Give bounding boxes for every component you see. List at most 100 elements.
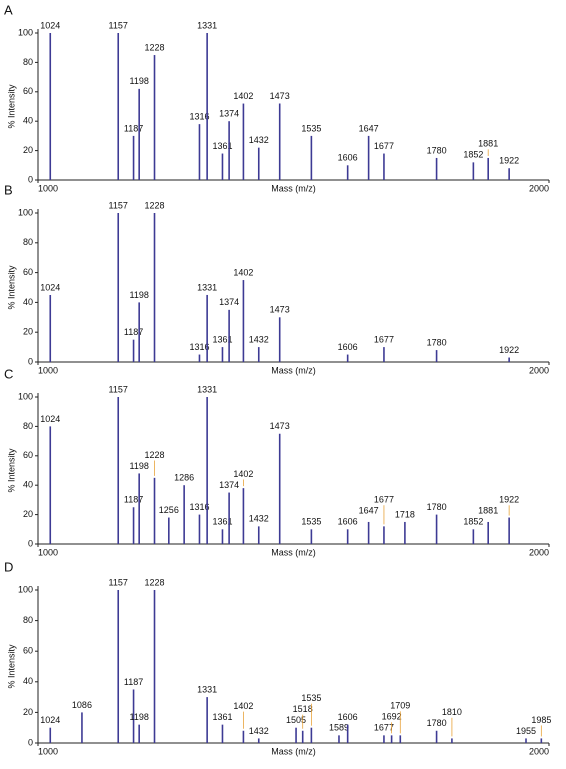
peak-label: 1361 — [212, 334, 232, 344]
peak-label: 1985 — [531, 715, 551, 725]
peak-label: 1677 — [374, 334, 394, 344]
y-tick-label: 80 — [23, 237, 33, 247]
peak-label: 1852 — [463, 517, 483, 527]
y-tick-label: 0 — [28, 737, 33, 747]
y-tick-label: 0 — [28, 538, 33, 548]
peak-label: 1810 — [442, 707, 462, 717]
y-axis-label: % Intensity — [6, 265, 16, 310]
peak-label: 1331 — [197, 20, 217, 30]
panel-letter: B — [4, 182, 13, 197]
peak-label: 1677 — [374, 495, 394, 505]
peak-label: 1157 — [109, 200, 128, 210]
peak-label: 1881 — [478, 139, 498, 149]
peak-label: 1780 — [427, 337, 447, 347]
peak-label: 1518 — [293, 704, 313, 714]
peak-label: 1432 — [249, 726, 269, 736]
peak-label: 1780 — [427, 145, 447, 155]
peak-label: 1187 — [124, 677, 143, 687]
y-tick-label: 40 — [23, 116, 33, 126]
peak-label: 1316 — [189, 502, 209, 512]
y-tick-label: 40 — [23, 297, 33, 307]
peak-label: 1881 — [478, 506, 498, 516]
peak-label: 1606 — [338, 153, 358, 163]
panel-letter: D — [4, 559, 13, 574]
x-axis-label: Mass (m/z) — [271, 746, 316, 756]
peak-label: 1198 — [129, 712, 148, 722]
peak-label: 1402 — [233, 469, 253, 479]
peak-label: 1606 — [338, 342, 358, 352]
peak-label: 1228 — [144, 577, 164, 587]
x-axis-label: Mass (m/z) — [271, 183, 316, 193]
peak-label: 1780 — [427, 718, 447, 728]
peak-label: 1535 — [301, 693, 321, 703]
peak-label: 1331 — [197, 384, 217, 394]
y-axis-label: % Intensity — [6, 84, 16, 129]
panel-letter: C — [4, 366, 13, 381]
y-tick-label: 20 — [23, 509, 33, 519]
peak-label: 1086 — [72, 700, 92, 710]
y-axis-label: % Intensity — [6, 644, 16, 689]
x-tick-label: 2000 — [529, 365, 549, 375]
y-tick-label: 60 — [23, 646, 33, 656]
peak-label: 1361 — [212, 141, 232, 151]
peak-label: 1955 — [516, 726, 536, 736]
x-tick-label: 1000 — [38, 365, 58, 375]
peak-label: 1198 — [129, 76, 148, 86]
x-tick-label: 1000 — [38, 746, 58, 756]
x-tick-label: 1000 — [38, 183, 58, 193]
peak-label: 1402 — [233, 267, 253, 277]
peak-label: 1187 — [124, 123, 143, 133]
y-axis-label: % Intensity — [6, 448, 16, 493]
x-axis-label: Mass (m/z) — [271, 547, 316, 557]
y-tick-label: 60 — [23, 267, 33, 277]
peak-label: 1647 — [359, 506, 379, 516]
peak-label: 1709 — [390, 701, 410, 711]
peak-label: 1024 — [40, 20, 60, 30]
y-tick-label: 0 — [28, 174, 33, 184]
x-tick-label: 2000 — [529, 746, 549, 756]
peak-label: 1432 — [249, 334, 269, 344]
peak-label: 1361 — [212, 712, 232, 722]
peak-label: 1374 — [219, 480, 239, 490]
peak-label: 1374 — [219, 297, 239, 307]
peak-label: 1780 — [427, 502, 447, 512]
peak-label: 1922 — [499, 345, 519, 355]
peak-label: 1473 — [270, 305, 290, 315]
peak-label: 1374 — [219, 109, 239, 119]
peak-label: 1473 — [270, 91, 290, 101]
peak-label: 1316 — [189, 112, 209, 122]
y-tick-label: 100 — [18, 584, 33, 594]
x-tick-label: 2000 — [529, 183, 549, 193]
peak-label: 1922 — [499, 156, 519, 166]
peak-label: 1677 — [374, 723, 394, 733]
peak-label: 1535 — [301, 517, 321, 527]
y-tick-label: 100 — [18, 27, 33, 37]
peak-label: 1228 — [144, 200, 164, 210]
peak-label: 1402 — [233, 91, 253, 101]
peak-label: 1157 — [109, 20, 128, 30]
peak-label: 1024 — [40, 414, 60, 424]
peak-label: 1922 — [499, 495, 519, 505]
peak-label: 1316 — [189, 342, 209, 352]
peak-label: 1361 — [212, 517, 232, 527]
panel-letter: A — [4, 2, 13, 17]
peak-label: 1187 — [124, 495, 143, 505]
peak-label: 1198 — [129, 290, 148, 300]
peak-label: 1606 — [338, 712, 358, 722]
peak-label: 1228 — [144, 42, 164, 52]
peak-label: 1535 — [301, 123, 321, 133]
peak-label: 1677 — [374, 141, 394, 151]
y-tick-label: 100 — [18, 391, 33, 401]
peak-label: 1286 — [174, 473, 194, 483]
peak-label: 1228 — [144, 450, 164, 460]
peak-label: 1692 — [382, 712, 402, 722]
y-tick-label: 20 — [23, 327, 33, 337]
x-tick-label: 1000 — [38, 547, 58, 557]
peak-label: 1852 — [463, 150, 483, 160]
peak-label: 1187 — [124, 327, 143, 337]
y-tick-label: 20 — [23, 707, 33, 717]
y-tick-label: 20 — [23, 145, 33, 155]
peak-label: 1402 — [233, 701, 253, 711]
peak-label: 1718 — [395, 509, 415, 519]
y-tick-label: 0 — [28, 356, 33, 366]
